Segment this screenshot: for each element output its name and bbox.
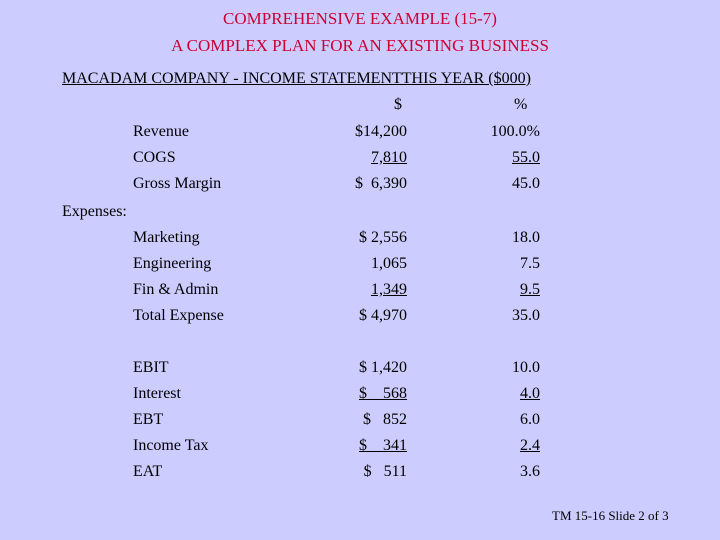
row-dollar-value: $ 1,420 bbox=[359, 359, 407, 376]
row-dollar-value: 1,349 bbox=[371, 281, 407, 298]
row-label: EAT bbox=[133, 463, 163, 480]
row-label: Fin & Admin bbox=[133, 281, 219, 298]
row-percent-value: 4.0 bbox=[520, 385, 540, 402]
row-percent-value: 7.5 bbox=[520, 255, 540, 272]
row-label: COGS bbox=[133, 149, 176, 166]
percent-column-header: % bbox=[514, 96, 528, 113]
slide-title-line1: COMPREHENSIVE EXAMPLE (15-7) bbox=[223, 9, 497, 28]
row-dollar-value: $ 852 bbox=[363, 411, 407, 428]
statement-heading: MACADAM COMPANY - INCOME STATEMENTTHIS Y… bbox=[62, 70, 531, 87]
row-dollar-value: $ 4,970 bbox=[359, 307, 407, 324]
statement-row-eat: EAT $ 511 3.6 bbox=[0, 463, 720, 489]
row-dollar-value: $ 2,556 bbox=[359, 229, 407, 246]
row-dollar-value: $ 6,390 bbox=[355, 175, 407, 192]
row-dollar-value: $ 341 bbox=[359, 437, 407, 454]
row-label: EBIT bbox=[133, 359, 169, 376]
statement-row-total-expense: Total Expense $ 4,970 35.0 bbox=[0, 307, 720, 333]
statement-row-interest: Interest $ 568 4.0 bbox=[0, 385, 720, 411]
row-label: Revenue bbox=[133, 123, 189, 140]
statement-row-ebit: EBIT $ 1,420 10.0 bbox=[0, 359, 720, 385]
row-dollar-value: $14,200 bbox=[355, 123, 407, 140]
row-label: EBT bbox=[133, 411, 164, 428]
statement-row-cogs: COGS 7,810 55.0 bbox=[0, 149, 720, 175]
row-percent-value: 100.0% bbox=[490, 123, 540, 140]
row-percent-value: 6.0 bbox=[520, 411, 540, 428]
row-label: Interest bbox=[133, 385, 181, 402]
row-label: Total Expense bbox=[133, 307, 224, 324]
row-dollar-value: $ 568 bbox=[359, 385, 407, 402]
row-label: Marketing bbox=[133, 229, 200, 246]
expenses-section-label: Expenses: bbox=[62, 203, 127, 220]
statement-row-ebt: EBT $ 852 6.0 bbox=[0, 411, 720, 437]
statement-row-gross-margin: Gross Margin $ 6,390 45.0 bbox=[0, 175, 720, 201]
statement-row-income-tax: Income Tax $ 341 2.4 bbox=[0, 437, 720, 463]
statement-row-fin-admin: Fin & Admin 1,349 9.5 bbox=[0, 281, 720, 307]
row-dollar-value: 7,810 bbox=[371, 149, 407, 166]
statement-row-engineering: Engineering 1,065 7.5 bbox=[0, 255, 720, 281]
statement-row-revenue: Revenue $14,200 100.0% bbox=[0, 123, 720, 149]
slide-footer: TM 15-16 Slide 2 of 3 bbox=[552, 508, 669, 523]
row-dollar-value: $ 511 bbox=[363, 463, 407, 480]
dollar-column-header: $ bbox=[394, 96, 402, 113]
row-percent-value: 35.0 bbox=[512, 307, 540, 324]
row-dollar-value: 1,065 bbox=[371, 255, 407, 272]
row-label: Gross Margin bbox=[133, 175, 222, 192]
row-percent-value: 18.0 bbox=[512, 229, 540, 246]
row-label: Income Tax bbox=[133, 437, 209, 454]
row-percent-value: 9.5 bbox=[520, 281, 540, 298]
row-percent-value: 10.0 bbox=[512, 359, 540, 376]
row-percent-value: 3.6 bbox=[520, 463, 540, 480]
row-percent-value: 55.0 bbox=[512, 149, 540, 166]
row-percent-value: 45.0 bbox=[512, 175, 540, 192]
row-percent-value: 2.4 bbox=[520, 437, 540, 454]
slide-title-line2: A COMPLEX PLAN FOR AN EXISTING BUSINESS bbox=[171, 36, 549, 55]
statement-row-marketing: Marketing $ 2,556 18.0 bbox=[0, 229, 720, 255]
row-label: Engineering bbox=[133, 255, 212, 272]
